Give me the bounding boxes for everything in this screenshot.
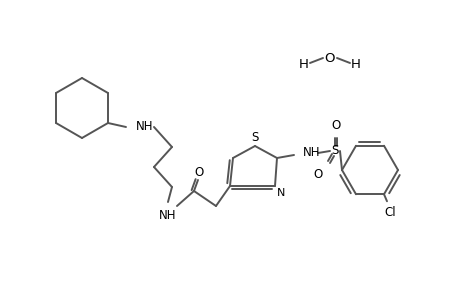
Text: S: S: [251, 131, 258, 144]
Text: NH: NH: [302, 146, 320, 160]
Text: N: N: [276, 188, 285, 198]
Text: O: O: [313, 168, 322, 181]
Text: O: O: [194, 167, 203, 179]
Text: O: O: [330, 119, 340, 132]
Text: S: S: [330, 145, 338, 158]
Text: H: H: [298, 58, 308, 70]
Text: NH: NH: [159, 209, 176, 222]
Text: NH: NH: [136, 121, 153, 134]
Text: O: O: [324, 52, 335, 64]
Text: Cl: Cl: [383, 206, 395, 219]
Text: H: H: [350, 58, 360, 70]
